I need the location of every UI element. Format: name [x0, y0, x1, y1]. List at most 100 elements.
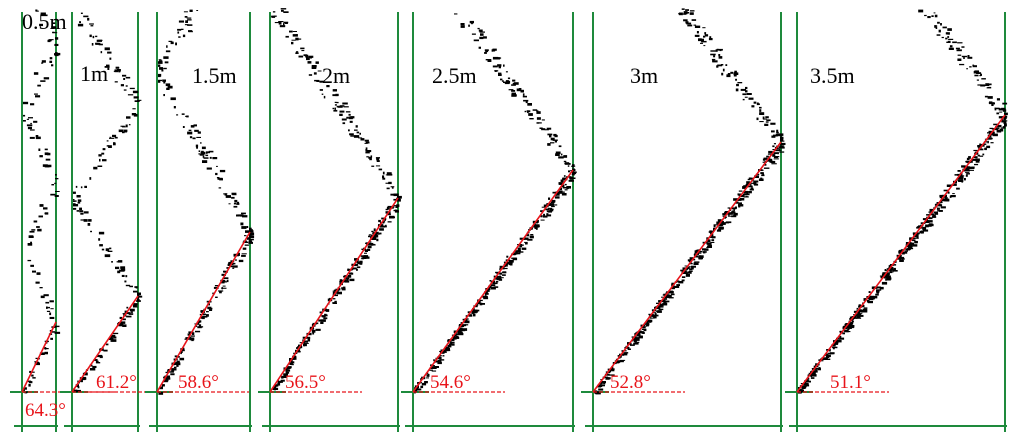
point — [427, 374, 430, 376]
point — [54, 183, 56, 184]
point — [299, 56, 304, 58]
point — [232, 268, 234, 269]
point — [77, 210, 80, 212]
point — [113, 337, 116, 339]
point — [1000, 129, 1004, 132]
point — [191, 125, 195, 128]
point — [644, 329, 647, 331]
point — [776, 132, 779, 133]
point — [862, 310, 864, 312]
point — [682, 280, 685, 282]
point — [737, 82, 742, 83]
point — [830, 352, 835, 354]
point — [99, 244, 103, 246]
point — [528, 113, 533, 116]
point — [990, 128, 994, 129]
point — [310, 57, 312, 59]
point — [950, 196, 952, 198]
point — [30, 123, 32, 124]
point — [42, 60, 46, 63]
point — [1004, 124, 1007, 126]
point — [875, 294, 879, 296]
point — [949, 48, 954, 50]
point — [712, 237, 714, 238]
point — [334, 301, 336, 303]
point — [203, 156, 205, 158]
point — [779, 151, 784, 152]
point — [196, 145, 198, 148]
point — [320, 322, 323, 324]
point — [485, 49, 489, 51]
point — [948, 32, 950, 35]
point — [366, 142, 370, 144]
point — [47, 153, 50, 156]
point — [368, 236, 371, 238]
point — [395, 211, 399, 213]
point — [73, 192, 76, 194]
point — [162, 384, 165, 386]
point — [728, 216, 732, 217]
point — [359, 133, 361, 135]
point — [938, 204, 942, 206]
point — [112, 135, 116, 137]
point — [485, 293, 489, 295]
point — [177, 29, 181, 31]
point — [893, 270, 898, 272]
distance-label: 3m — [630, 63, 658, 88]
point — [124, 281, 126, 283]
point — [191, 335, 195, 336]
point — [308, 61, 312, 64]
point — [103, 148, 106, 150]
point — [774, 157, 778, 159]
point — [650, 317, 652, 318]
point — [95, 43, 100, 45]
point — [471, 22, 473, 25]
point — [987, 141, 989, 144]
point — [171, 97, 176, 100]
point — [530, 236, 534, 239]
point — [765, 116, 769, 118]
point — [1004, 118, 1006, 120]
point — [774, 152, 778, 154]
point — [572, 173, 576, 174]
point — [357, 132, 360, 134]
point — [955, 174, 958, 176]
point — [162, 80, 166, 82]
point — [974, 70, 979, 73]
point — [449, 343, 453, 345]
point — [624, 352, 628, 353]
point — [376, 158, 379, 160]
point — [335, 104, 337, 105]
point — [620, 360, 625, 361]
point — [105, 47, 110, 50]
point — [209, 308, 213, 310]
point — [736, 84, 739, 86]
point — [133, 305, 137, 307]
point — [387, 188, 390, 190]
point — [666, 297, 668, 298]
point — [725, 64, 727, 66]
point — [116, 67, 119, 68]
point — [432, 367, 436, 368]
point — [201, 151, 204, 153]
point — [108, 251, 113, 252]
point — [209, 309, 212, 311]
point — [374, 237, 376, 239]
point — [882, 282, 887, 285]
point — [247, 226, 249, 228]
point — [55, 37, 58, 40]
point — [40, 204, 44, 207]
angle-label: 61.2° — [96, 372, 137, 393]
point — [123, 78, 125, 80]
point — [912, 240, 915, 241]
point — [354, 130, 358, 131]
point — [483, 36, 487, 38]
point — [93, 167, 97, 170]
point — [395, 206, 398, 209]
point — [934, 12, 936, 13]
point — [281, 376, 284, 378]
point — [479, 30, 483, 32]
point — [981, 78, 986, 79]
panel: 2.5m54.6° — [401, 12, 577, 432]
point — [318, 320, 322, 322]
